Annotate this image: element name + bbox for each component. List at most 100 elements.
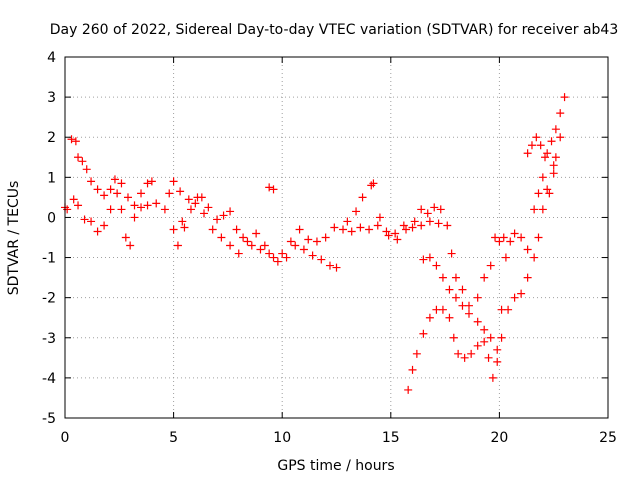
data-point [451,293,460,302]
data-point [432,261,441,270]
data-point [445,313,454,322]
data-point [445,285,454,294]
data-point [423,209,432,218]
data-point [282,253,291,262]
data-point [165,189,174,198]
y-tick-label: -5 [42,411,56,427]
data-point [100,221,109,230]
data-point [343,217,352,226]
data-point [464,309,473,318]
data-point [252,229,261,238]
data-point [499,233,508,242]
data-point [78,157,87,166]
data-point [523,273,532,282]
data-point [369,179,378,188]
x-tick-label: 25 [599,430,617,446]
data-point [217,233,226,242]
data-point [178,217,187,226]
data-point [67,135,76,144]
data-point [256,245,265,254]
data-point [123,193,132,202]
data-point [373,221,382,230]
y-tick-label: 0 [47,210,56,226]
data-point [549,161,558,170]
data-point [226,241,235,250]
data-point [425,217,434,226]
data-point [556,109,565,118]
chart-title: Day 260 of 2022, Sidereal Day-to-day VTE… [50,22,619,38]
data-point [93,185,102,194]
data-point [408,223,417,232]
data-point [332,263,341,272]
data-point [347,227,356,236]
x-tick-label: 5 [169,430,178,446]
data-point [434,219,443,228]
y-tick-label: 3 [47,90,56,106]
x-axis-label: GPS time / hours [277,458,394,474]
data-point [504,305,513,314]
data-point [191,199,200,208]
data-point [160,205,169,214]
data-point [488,373,497,382]
data-point [417,221,426,230]
data-point [538,205,547,214]
data-point [143,179,152,188]
data-point [365,225,374,234]
data-point [100,191,109,200]
data-point [295,225,304,234]
data-point [80,215,89,224]
data-point [538,173,547,182]
data-point [352,207,361,216]
data-point [419,255,428,264]
data-point [358,193,367,202]
data-point [325,261,334,270]
data-point [291,241,300,250]
data-point [308,251,317,260]
data-point [393,235,402,244]
data-point [419,329,428,338]
data-point [527,141,536,150]
data-point [438,273,447,282]
data-point [473,341,482,350]
data-point [430,203,439,212]
data-point [137,189,146,198]
data-point [510,229,519,238]
data-point [193,193,202,202]
data-point [425,253,434,262]
data-point [438,305,447,314]
data-point [458,285,467,294]
data-point [517,289,526,298]
series-trace-b [63,189,187,250]
x-tick-label: 20 [490,430,508,446]
data-point [208,225,217,234]
data-point [317,255,326,264]
data-point [186,205,195,214]
data-point [501,253,510,262]
data-point [130,201,139,210]
data-point [425,313,434,322]
data-point [408,365,417,374]
data-point [547,137,556,146]
data-point [339,225,348,234]
data-point [226,207,235,216]
data-point [106,205,115,214]
data-point [239,233,248,242]
data-point [106,185,115,194]
ticks [64,56,609,419]
data-point [69,195,78,204]
data-point [417,205,426,214]
data-point [143,201,152,210]
data-point [367,181,376,190]
data-point [213,215,222,224]
data-point [536,141,545,150]
data-point [269,185,278,194]
data-point [63,205,72,214]
y-tick-label: 1 [47,170,56,186]
data-point [449,333,458,342]
data-point [375,213,384,222]
plot-frame [64,56,609,419]
data-point [234,249,243,258]
data-point [412,349,421,358]
y-tick-label: -2 [42,291,56,307]
